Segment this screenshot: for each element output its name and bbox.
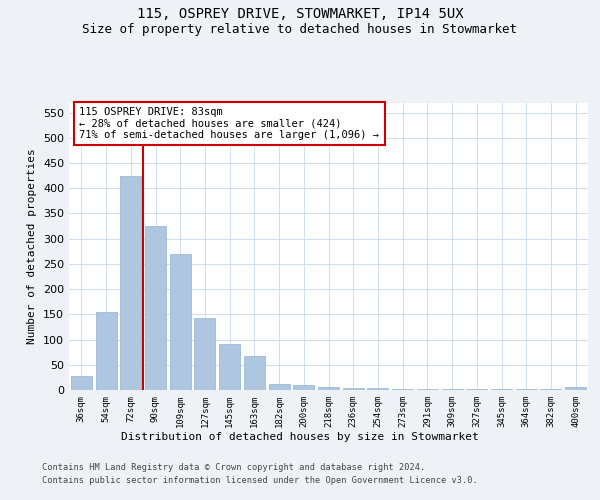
Bar (244, 356, 265, 390)
Text: Size of property relative to detached houses in Stowmarket: Size of property relative to detached ho… (83, 22, 517, 36)
Y-axis label: Number of detached properties: Number of detached properties (28, 148, 37, 344)
Bar (343, 388, 364, 390)
Bar (170, 254, 191, 390)
Bar (293, 386, 314, 390)
Bar (95, 312, 116, 390)
Bar (318, 387, 339, 390)
Bar (219, 344, 240, 390)
Bar (194, 318, 215, 390)
Bar (120, 176, 141, 390)
Bar (565, 388, 586, 390)
Text: Contains public sector information licensed under the Open Government Licence v3: Contains public sector information licen… (42, 476, 478, 485)
Text: Contains HM Land Registry data © Crown copyright and database right 2024.: Contains HM Land Registry data © Crown c… (42, 462, 425, 471)
Text: 115, OSPREY DRIVE, STOWMARKET, IP14 5UX: 115, OSPREY DRIVE, STOWMARKET, IP14 5UX (137, 8, 463, 22)
Bar (145, 226, 166, 390)
Bar (71, 376, 92, 390)
Text: 115 OSPREY DRIVE: 83sqm
← 28% of detached houses are smaller (424)
71% of semi-d: 115 OSPREY DRIVE: 83sqm ← 28% of detache… (79, 107, 379, 140)
Text: Distribution of detached houses by size in Stowmarket: Distribution of detached houses by size … (121, 432, 479, 442)
Bar (392, 389, 413, 390)
Bar (367, 388, 388, 390)
Bar (269, 384, 290, 390)
